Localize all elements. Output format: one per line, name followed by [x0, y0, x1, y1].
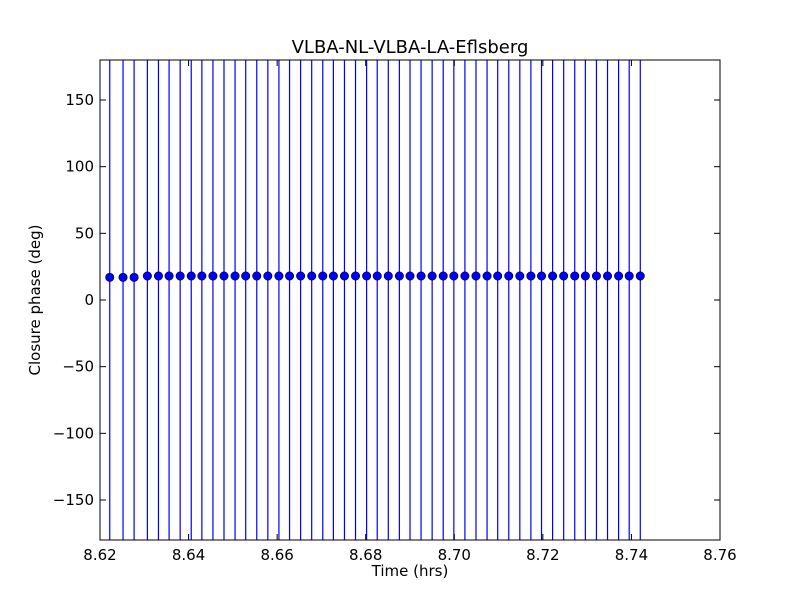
y-tick-label: −100: [53, 424, 94, 442]
data-point: [241, 271, 251, 281]
data-point: [274, 271, 284, 281]
data-point: [230, 271, 240, 281]
data-point: [471, 271, 481, 281]
y-axis-label: Closure phase (deg): [26, 225, 44, 376]
data-point: [175, 271, 185, 281]
y-tick-label: 0: [84, 291, 94, 309]
data-point: [504, 271, 514, 281]
data-point: [372, 271, 382, 281]
data-point: [416, 271, 426, 281]
data-point: [614, 271, 624, 281]
data-point: [318, 271, 328, 281]
y-tick-label: −150: [53, 491, 94, 509]
data-point: [482, 271, 492, 281]
x-tick-label: 8.66: [260, 546, 293, 564]
data-point: [208, 271, 218, 281]
data-point: [405, 271, 415, 281]
data-point: [252, 271, 262, 281]
data-point: [526, 271, 536, 281]
data-point: [219, 271, 229, 281]
data-point: [351, 271, 361, 281]
data-point: [624, 271, 634, 281]
x-tick-label: 8.64: [172, 546, 205, 564]
data-point: [493, 271, 503, 281]
data-point: [635, 271, 645, 281]
data-point: [263, 271, 273, 281]
data-point: [186, 271, 196, 281]
x-tick-label: 8.76: [703, 546, 736, 564]
data-point: [580, 271, 590, 281]
y-tick-label: 100: [65, 158, 94, 176]
data-point: [118, 272, 128, 282]
y-tick-label: 50: [75, 224, 94, 242]
data-point: [460, 271, 470, 281]
data-point: [427, 271, 437, 281]
data-point: [197, 271, 207, 281]
data-point: [362, 271, 372, 281]
data-point: [307, 271, 317, 281]
data-point: [105, 272, 115, 282]
data-point: [394, 271, 404, 281]
data-point: [591, 271, 601, 281]
x-tick-label: 8.72: [526, 546, 559, 564]
data-point: [296, 271, 306, 281]
data-point: [142, 271, 152, 281]
x-axis-label: Time (hrs): [371, 562, 449, 580]
y-tick-label: −50: [62, 358, 94, 376]
data-point: [537, 271, 547, 281]
data-point: [449, 271, 459, 281]
plot-frame: [99, 59, 721, 541]
data-point: [548, 271, 558, 281]
data-point: [164, 271, 174, 281]
data-marks: [105, 60, 645, 540]
data-point: [328, 271, 338, 281]
data-point: [129, 272, 139, 282]
data-point: [285, 271, 295, 281]
y-tick-label: 150: [65, 91, 94, 109]
data-point: [339, 271, 349, 281]
data-point: [515, 271, 525, 281]
data-point: [559, 271, 569, 281]
chart-title: VLBA-NL-VLBA-LA-Eflsberg: [292, 37, 529, 58]
x-tick-label: 8.62: [83, 546, 116, 564]
axis-ticks: 8.62 8.64 8.66 8.68 8.70 8.72 8.74 8.76 150 100 50…: [53, 60, 737, 564]
data-point: [383, 271, 393, 281]
x-tick-label: 8.74: [615, 546, 648, 564]
data-point: [153, 271, 163, 281]
data-point: [570, 271, 580, 281]
x-tick-label: 8.70: [438, 546, 471, 564]
x-tick-label: 8.68: [349, 546, 382, 564]
data-point: [438, 271, 448, 281]
data-point: [603, 271, 613, 281]
